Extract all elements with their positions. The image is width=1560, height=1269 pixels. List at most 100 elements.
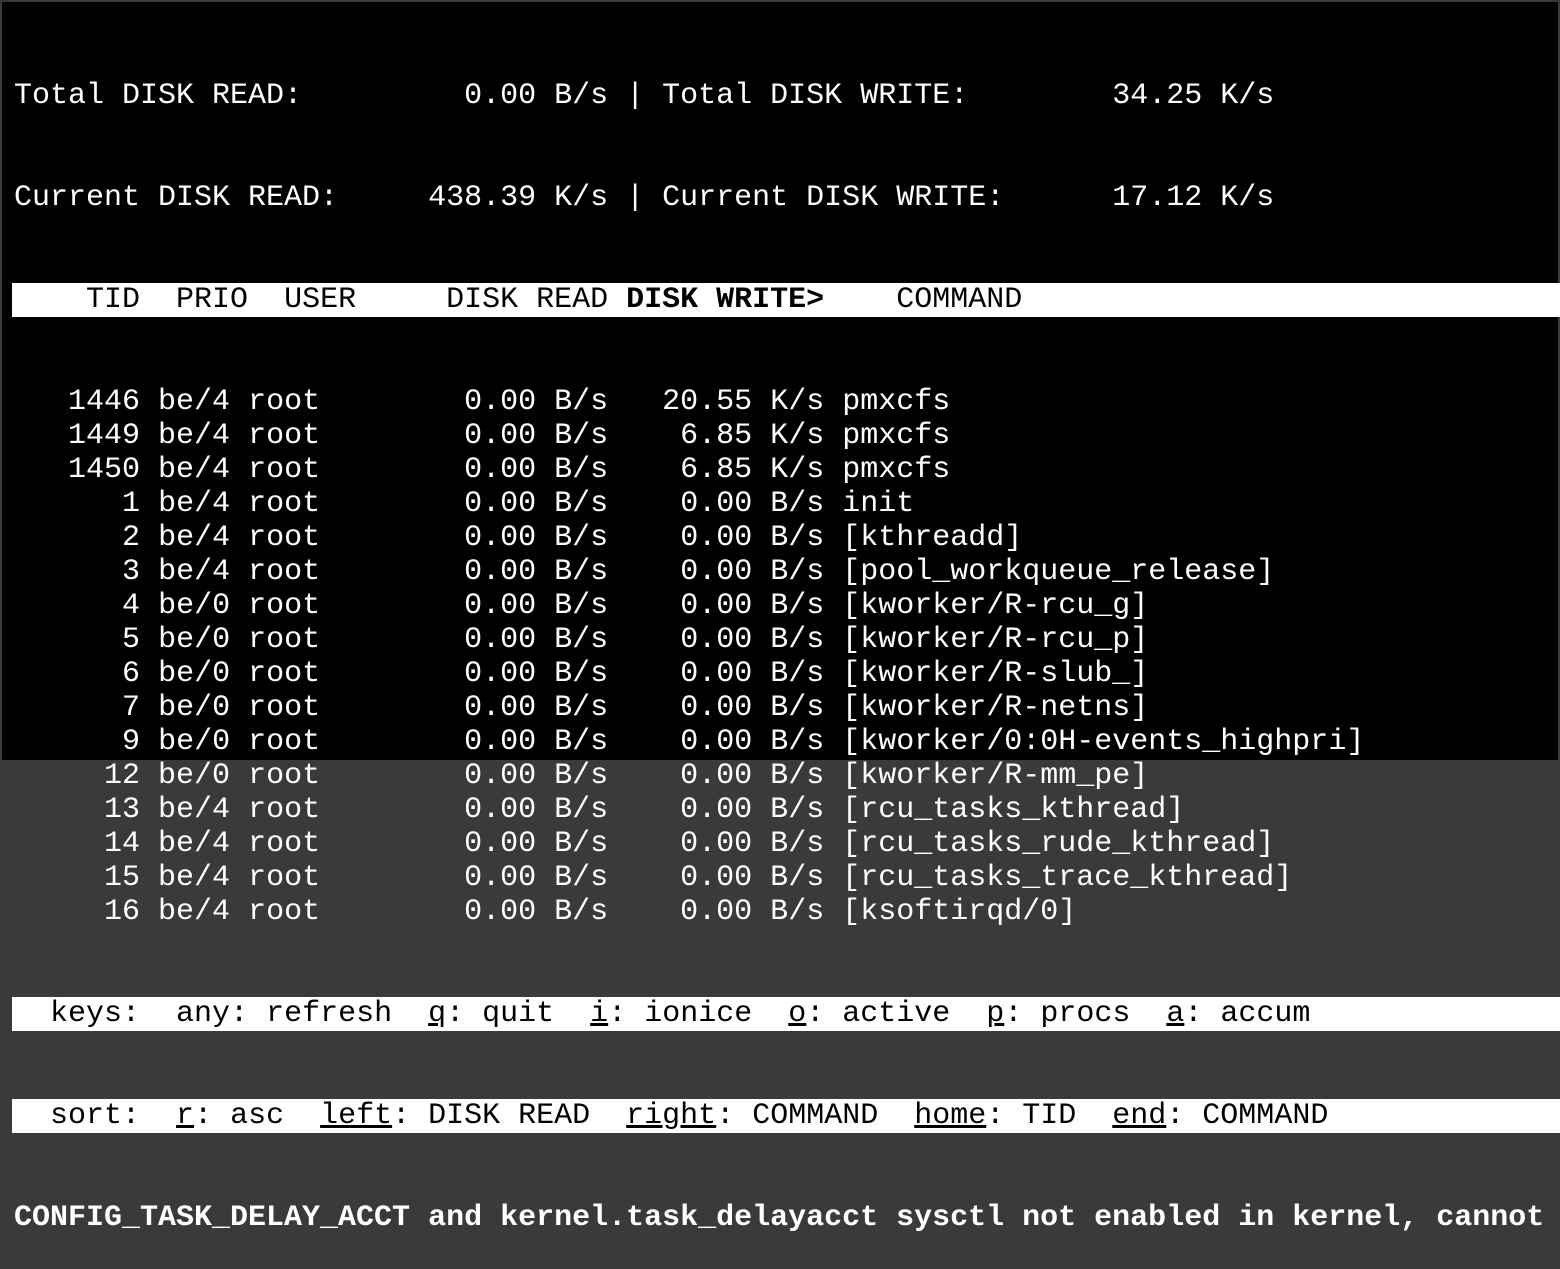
key-description: : DISK READ: [392, 1099, 591, 1133]
prio-cell: be/4: [158, 385, 231, 419]
command-cell: [kworker/R-rcu_g]: [842, 589, 1149, 623]
table-row[interactable]: 7 be/0 root 0.00 B/s 0.00 B/s [kworker/R…: [14, 691, 1560, 725]
tid-cell: 13: [104, 793, 141, 827]
tid-cell: 1450: [68, 453, 141, 487]
table-row[interactable]: 12 be/0 root 0.00 B/s 0.00 B/s [kworker/…: [14, 759, 1560, 793]
disk-write-cell: 0.00 B/s: [680, 895, 825, 929]
prio-cell: be/4: [158, 861, 231, 895]
disk-read-cell: 0.00 B/s: [464, 385, 609, 419]
current-write-label: Current DISK WRITE:: [662, 181, 1005, 215]
disk-write-cell: 6.85 K/s: [680, 453, 825, 487]
table-row[interactable]: 1450 be/4 root 0.00 B/s 6.85 K/s pmxcfs: [14, 453, 1560, 487]
tid-cell: 4: [122, 589, 141, 623]
keys-help: keys: any: refresh q: quit i: ionice o: …: [12, 997, 1560, 1031]
tid-cell: 7: [122, 691, 141, 725]
tid-cell: 2: [122, 521, 141, 555]
key-right[interactable]: right: [626, 1099, 717, 1133]
prio-cell: be/0: [158, 589, 231, 623]
disk-write-cell: 0.00 B/s: [680, 793, 825, 827]
column-user[interactable]: USER: [284, 283, 357, 317]
disk-read-cell: 0.00 B/s: [464, 623, 609, 657]
prio-cell: be/4: [158, 419, 231, 453]
prio-cell: be/4: [158, 827, 231, 861]
table-row[interactable]: 1446 be/4 root 0.00 B/s 20.55 K/s pmxcfs: [14, 385, 1560, 419]
key-end[interactable]: end: [1112, 1099, 1167, 1133]
tid-cell: 14: [104, 827, 141, 861]
column-command[interactable]: COMMAND: [896, 283, 1023, 317]
prio-cell: be/4: [158, 793, 231, 827]
command-cell: [ksoftirqd/0]: [842, 895, 1077, 929]
disk-read-cell: 0.00 B/s: [464, 895, 609, 929]
summary-current: Current DISK READ: 438.39 K/s | Current …: [14, 181, 1560, 215]
iotop-screen: Total DISK READ: 0.00 B/s | Total DISK W…: [12, 11, 1560, 1269]
disk-write-cell: 0.00 B/s: [680, 487, 825, 521]
disk-write-cell: 0.00 B/s: [680, 691, 825, 725]
disk-write-cell: 20.55 K/s: [662, 385, 825, 419]
key-description: : quit: [446, 997, 555, 1031]
table-row[interactable]: 15 be/4 root 0.00 B/s 0.00 B/s [rcu_task…: [14, 861, 1560, 895]
table-row[interactable]: 13 be/4 root 0.00 B/s 0.00 B/s [rcu_task…: [14, 793, 1560, 827]
command-cell: [rcu_tasks_trace_kthread]: [842, 861, 1293, 895]
key-p[interactable]: p: [986, 997, 1005, 1031]
disk-read-cell: 0.00 B/s: [464, 725, 609, 759]
user-cell: root: [248, 487, 321, 521]
disk-write-cell: 0.00 B/s: [680, 555, 825, 589]
disk-read-cell: 0.00 B/s: [464, 861, 609, 895]
disk-read-cell: 0.00 B/s: [464, 453, 609, 487]
table-row[interactable]: 9 be/0 root 0.00 B/s 0.00 B/s [kworker/0…: [14, 725, 1560, 759]
table-row[interactable]: 4 be/0 root 0.00 B/s 0.00 B/s [kworker/R…: [14, 589, 1560, 623]
help-label: keys:: [50, 997, 141, 1031]
command-cell: pmxcfs: [842, 385, 951, 419]
command-cell: [pool_workqueue_release]: [842, 555, 1275, 589]
key-a[interactable]: a: [1166, 997, 1185, 1031]
disk-write-cell: 0.00 B/s: [680, 759, 825, 793]
command-cell: pmxcfs: [842, 419, 951, 453]
help-label: sort:: [50, 1099, 141, 1133]
user-cell: root: [248, 657, 321, 691]
disk-read-cell: 0.00 B/s: [464, 487, 609, 521]
prio-cell: be/0: [158, 725, 231, 759]
tid-cell: 15: [104, 861, 141, 895]
column-disk-write[interactable]: DISK WRITE>: [626, 283, 825, 317]
column-disk-read[interactable]: DISK READ: [446, 283, 609, 317]
user-cell: root: [248, 453, 321, 487]
column-tid[interactable]: TID: [86, 283, 141, 317]
key-home[interactable]: home: [914, 1099, 987, 1133]
disk-write-cell: 0.00 B/s: [680, 623, 825, 657]
table-row[interactable]: 1 be/4 root 0.00 B/s 0.00 B/s init: [14, 487, 1560, 521]
disk-write-cell: 0.00 B/s: [680, 521, 825, 555]
key-any[interactable]: any: [176, 997, 231, 1031]
prio-cell: be/0: [158, 657, 231, 691]
tid-cell: 1: [122, 487, 141, 521]
disk-read-cell: 0.00 B/s: [464, 793, 609, 827]
key-o[interactable]: o: [788, 997, 807, 1031]
current-write-value: 17.12 K/s: [1112, 181, 1275, 215]
total-read-label: Total DISK READ:: [14, 79, 303, 113]
user-cell: root: [248, 385, 321, 419]
key-left[interactable]: left: [320, 1099, 393, 1133]
prio-cell: be/4: [158, 521, 231, 555]
prio-cell: be/0: [158, 623, 231, 657]
key-r[interactable]: r: [176, 1099, 195, 1133]
table-row[interactable]: 14 be/4 root 0.00 B/s 0.00 B/s [rcu_task…: [14, 827, 1560, 861]
column-prio[interactable]: PRIO: [176, 283, 249, 317]
sort-help: sort: r: asc left: DISK READ right: COMM…: [12, 1099, 1560, 1133]
command-cell: init: [842, 487, 915, 521]
user-cell: root: [248, 521, 321, 555]
user-cell: root: [248, 589, 321, 623]
table-row[interactable]: 6 be/0 root 0.00 B/s 0.00 B/s [kworker/R…: [14, 657, 1560, 691]
key-q[interactable]: q: [428, 997, 447, 1031]
table-row[interactable]: 5 be/0 root 0.00 B/s 0.00 B/s [kworker/R…: [14, 623, 1560, 657]
summary-total: Total DISK READ: 0.00 B/s | Total DISK W…: [14, 79, 1560, 113]
disk-read-cell: 0.00 B/s: [464, 521, 609, 555]
table-row[interactable]: 16 be/4 root 0.00 B/s 0.00 B/s [ksoftirq…: [14, 895, 1560, 929]
key-i[interactable]: i: [590, 997, 609, 1031]
table-row[interactable]: 2 be/4 root 0.00 B/s 0.00 B/s [kthreadd]: [14, 521, 1560, 555]
user-cell: root: [248, 793, 321, 827]
status-message: CONFIG_TASK_DELAY_ACCT and kernel.task_d…: [14, 1201, 1545, 1235]
user-cell: root: [248, 725, 321, 759]
disk-read-cell: 0.00 B/s: [464, 589, 609, 623]
table-row[interactable]: 1449 be/4 root 0.00 B/s 6.85 K/s pmxcfs: [14, 419, 1560, 453]
table-row[interactable]: 3 be/4 root 0.00 B/s 0.00 B/s [pool_work…: [14, 555, 1560, 589]
command-cell: [kworker/R-rcu_p]: [842, 623, 1149, 657]
